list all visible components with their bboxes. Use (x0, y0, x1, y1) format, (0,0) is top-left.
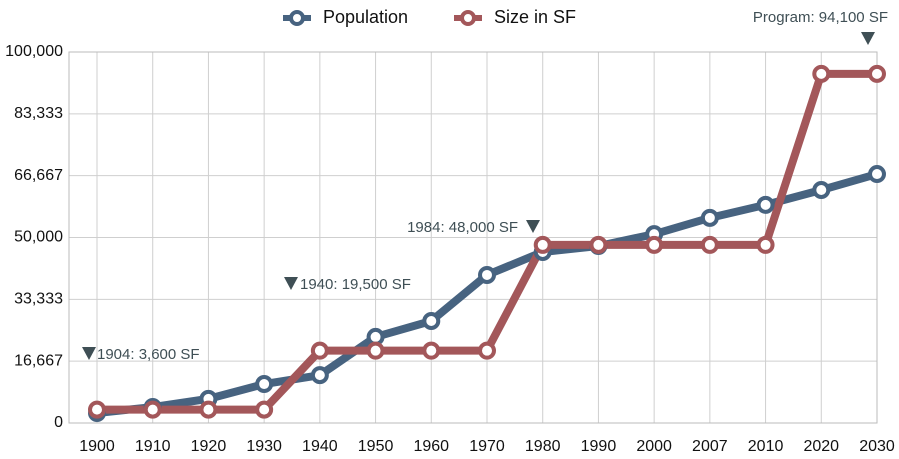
data-point (868, 64, 886, 83)
x-tick-label: 1970 (469, 438, 505, 455)
legend-label: Population (323, 7, 408, 27)
y-tick-label: 83,333 (14, 105, 63, 122)
data-point (756, 195, 775, 214)
x-tick-label: 2010 (748, 438, 784, 455)
data-point (199, 400, 218, 419)
data-point (700, 208, 719, 227)
data-point (478, 341, 496, 360)
data-point (645, 235, 664, 254)
grid (69, 51, 878, 424)
data-point (310, 341, 329, 360)
annotation: Program: 94,100 SF (753, 9, 888, 26)
data-point (700, 235, 719, 254)
y-tick-label: 100,000 (5, 43, 63, 60)
data-point (310, 366, 329, 385)
plot-frame (68, 51, 878, 424)
data-point (812, 181, 831, 200)
y-tick-label: 66,667 (14, 167, 63, 184)
y-tick-label: 16,667 (14, 352, 63, 369)
x-tick-label: 1990 (581, 438, 617, 455)
x-tick-label: 1900 (79, 438, 115, 455)
marker-triangle (526, 220, 540, 233)
y-tick-label: 33,333 (14, 291, 63, 308)
x-tick-label: 1950 (358, 438, 394, 455)
x-tick-label: 2030 (859, 438, 895, 455)
data-point (366, 341, 385, 360)
data-point (422, 341, 441, 360)
x-tick-label: 1930 (246, 438, 282, 455)
legend-label: Size in SF (494, 7, 576, 27)
y-tick-label: 50,000 (14, 229, 63, 246)
data-point (478, 265, 496, 284)
marker-triangle (82, 347, 96, 360)
marker-triangle (284, 277, 298, 290)
legend-marker (289, 10, 305, 26)
x-tick-label: 1980 (525, 438, 561, 455)
legend-marker (460, 10, 476, 26)
x-tick-label: 2000 (636, 438, 672, 455)
x-tick-label: 1960 (413, 438, 449, 455)
data-point (589, 235, 608, 254)
annotation: 1940: 19,500 SF (300, 276, 411, 293)
x-tick-label: 1910 (135, 438, 171, 455)
marker-triangle (861, 32, 875, 45)
data-point (88, 400, 106, 419)
data-point (756, 235, 775, 254)
y-tick-label: 0 (54, 414, 63, 431)
data-point (812, 64, 831, 83)
x-tick-label: 1920 (191, 438, 227, 455)
data-point (255, 400, 274, 419)
data-point (255, 375, 274, 394)
annotation: 1984: 48,000 SF (407, 219, 518, 236)
x-tick-label: 2007 (692, 438, 728, 455)
x-tick-label: 2020 (803, 438, 839, 455)
data-point (868, 165, 886, 184)
annotation: 1904: 3,600 SF (97, 346, 200, 363)
data-point (143, 400, 162, 419)
x-tick-label: 1940 (302, 438, 338, 455)
data-point (422, 311, 441, 330)
data-point (533, 235, 552, 254)
